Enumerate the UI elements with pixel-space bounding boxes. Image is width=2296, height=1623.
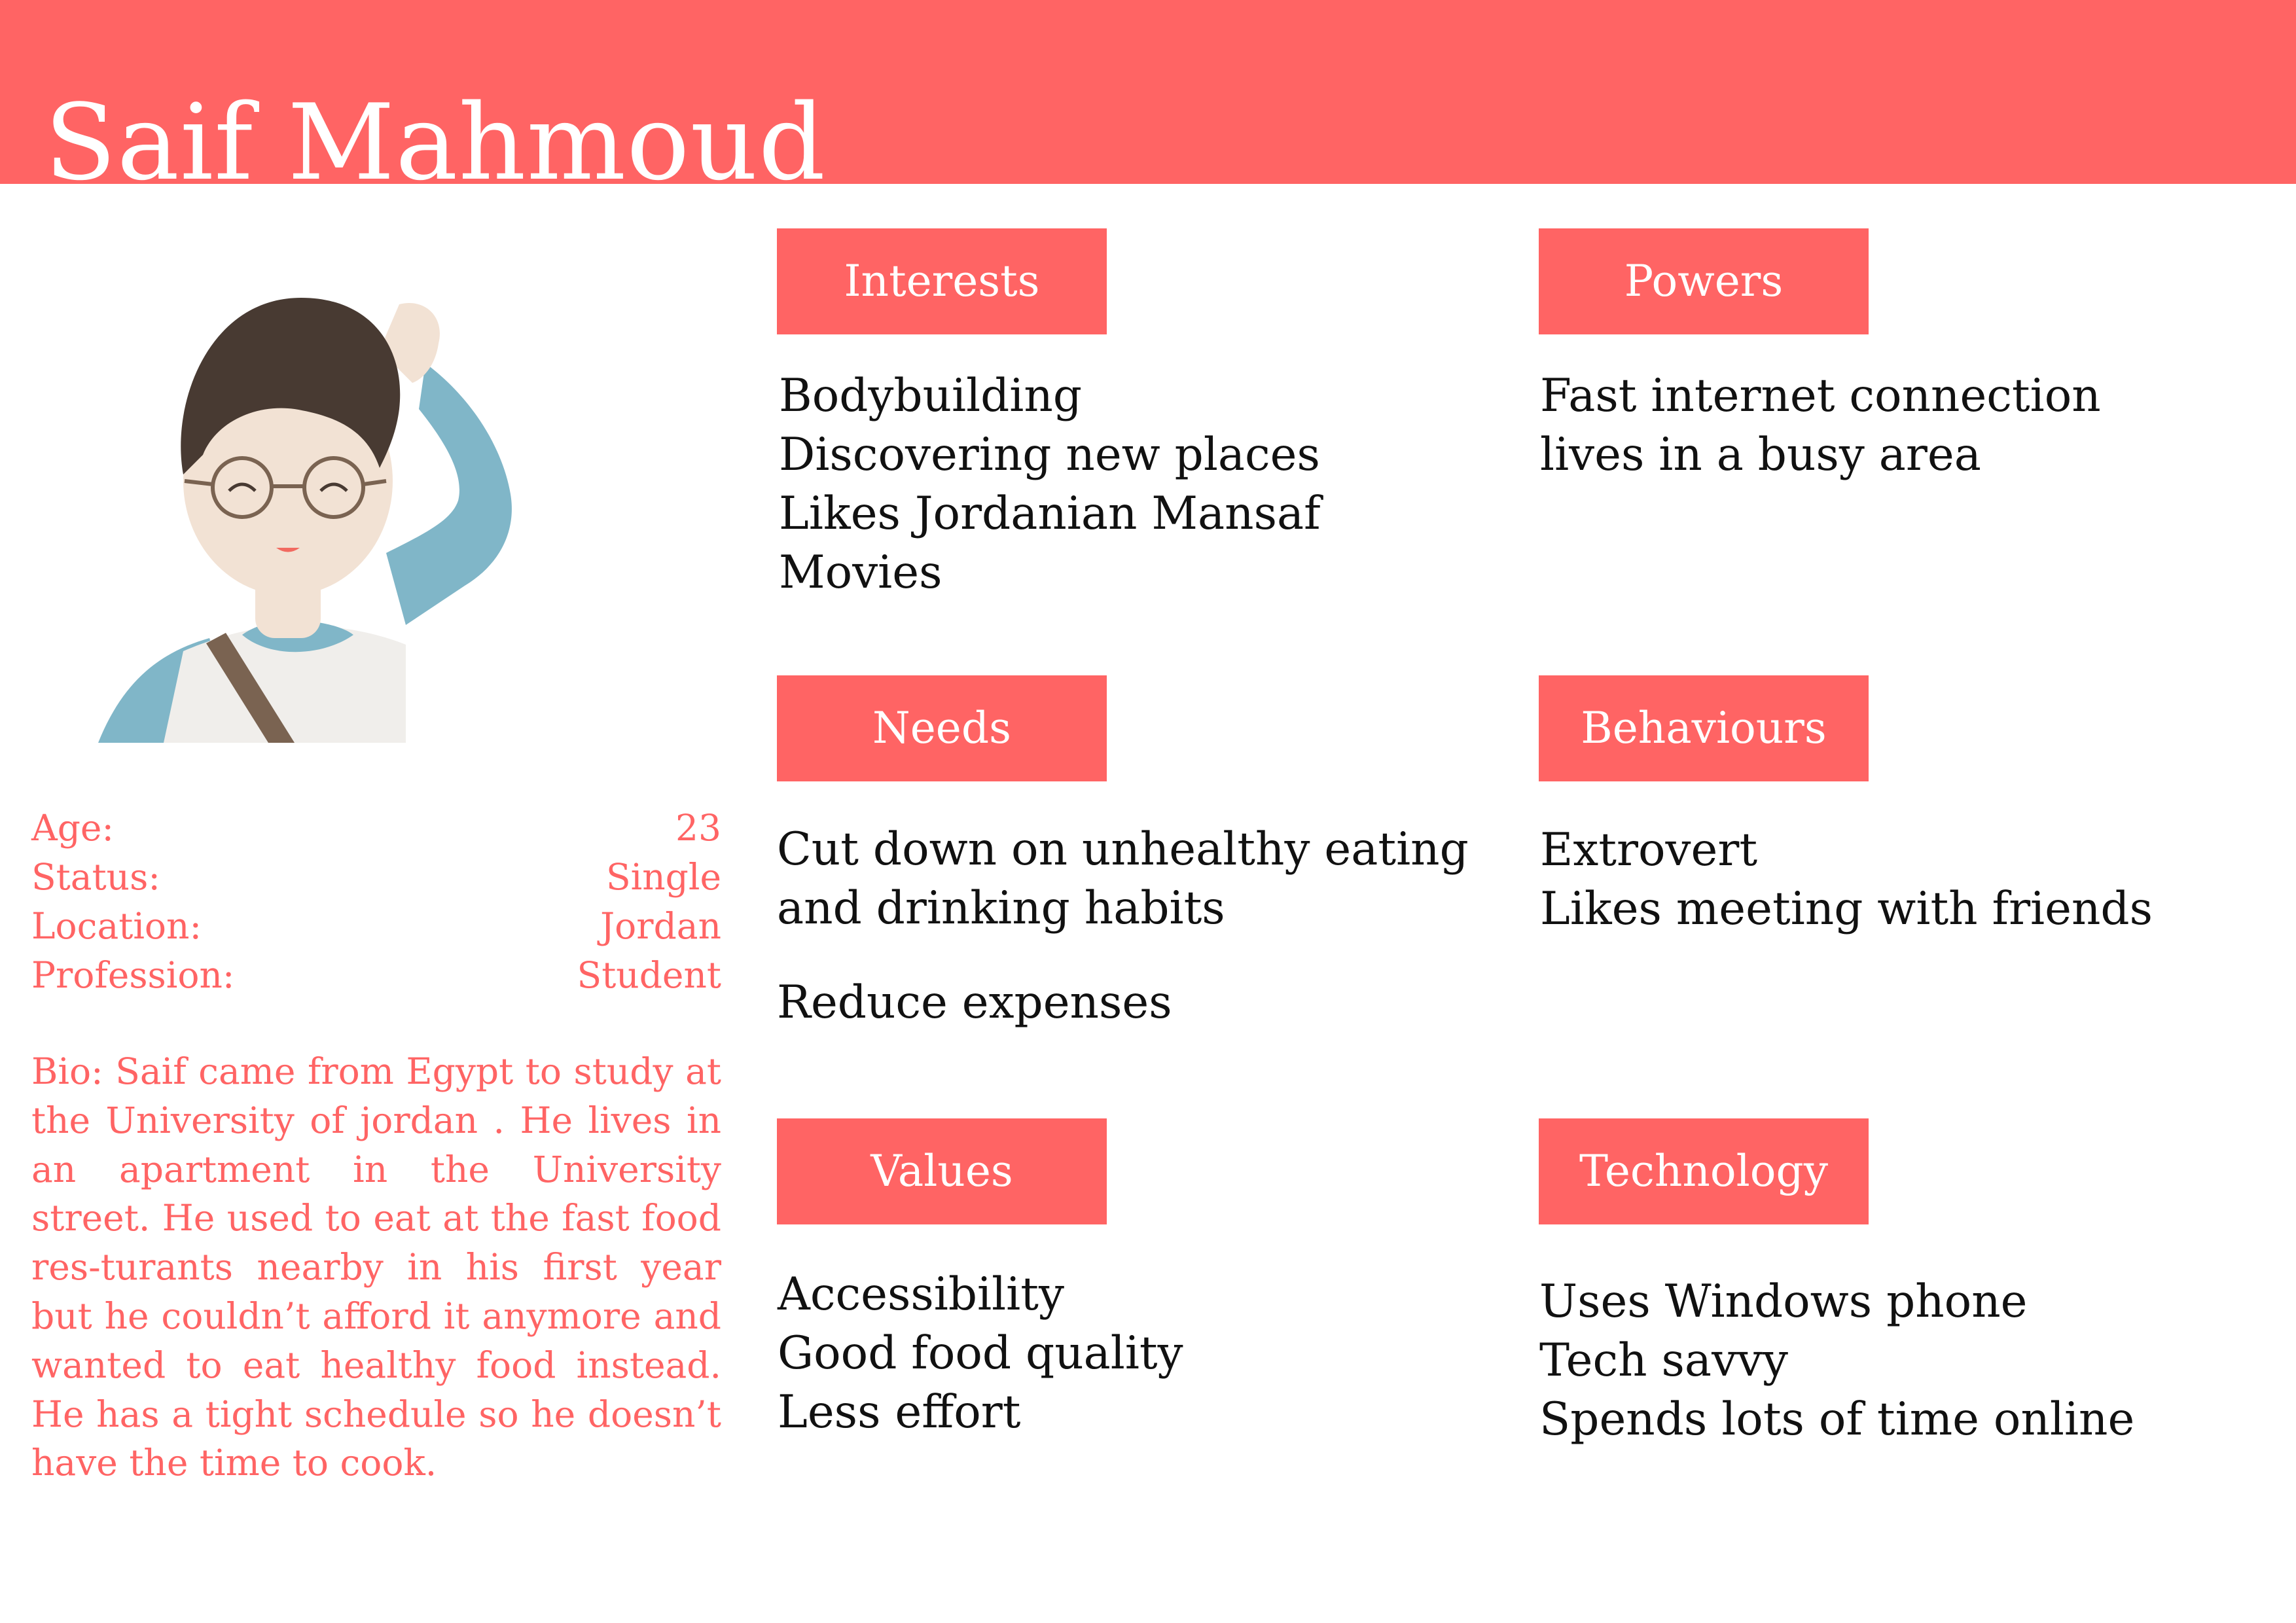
list-item: Good food quality — [778, 1327, 1183, 1380]
detail-label: Age: — [31, 807, 115, 849]
interests-list: Bodybuilding Discovering new places Like… — [779, 366, 1321, 602]
avatar-hair — [181, 298, 401, 474]
list-item: Accessibility — [778, 1268, 1064, 1321]
section-tag-behaviours: Behaviours — [1539, 675, 1869, 781]
list-item: Fast internet connection — [1540, 370, 2101, 422]
list-item: Likes Jordanian Mansaf — [779, 488, 1321, 540]
list-item: Tech savvy — [1539, 1334, 1789, 1387]
detail-label: Location: — [31, 905, 202, 947]
detail-row-location: Location: Jordan — [31, 902, 721, 951]
list-item: Reduce expenses — [777, 976, 1172, 1029]
list-item: lives in a busy area — [1540, 429, 1981, 481]
detail-row-age: Age: 23 — [31, 804, 721, 853]
avatar-eye-right — [319, 482, 348, 492]
list-item: Bodybuilding — [779, 370, 1082, 422]
list-item: and drinking habits — [777, 882, 1225, 935]
header-band: Saif Mahmoud — [0, 0, 2296, 184]
section-tag-interests: Interests — [777, 228, 1107, 334]
detail-row-profession: Profession: Student — [31, 951, 721, 1000]
list-item: Extrovert — [1540, 824, 1758, 876]
section-tag-technology: Technology — [1539, 1118, 1869, 1224]
list-item: Spends lots of time online — [1539, 1393, 2135, 1446]
needs-list: Cut down on unhealthy eating and drinkin… — [777, 820, 1469, 1032]
detail-row-status: Status: Single — [31, 853, 721, 902]
avatar-bag-strap — [206, 633, 295, 743]
avatar-mouth — [276, 548, 300, 552]
section-tag-needs: Needs — [777, 675, 1107, 781]
detail-value: Jordan — [600, 905, 721, 947]
avatar-face — [183, 366, 393, 596]
list-item: Likes meeting with friends — [1540, 883, 2153, 935]
persona-bio: Bio: Saif came from Egypt to study at th… — [31, 1050, 721, 1484]
list-item: Movies — [779, 546, 942, 599]
persona-details: Age: 23 Status: Single Location: Jordan … — [31, 804, 721, 1000]
persona-avatar — [98, 298, 512, 743]
values-list: Accessibility Good food quality Less eff… — [778, 1265, 1183, 1442]
list-item: Cut down on unhealthy eating — [777, 823, 1469, 876]
technology-list: Uses Windows phone Tech savvy Spends lot… — [1539, 1272, 2134, 1449]
behaviours-list: Extrovert Likes meeting with friends — [1540, 821, 2153, 938]
detail-value: Student — [577, 954, 721, 996]
detail-label: Profession: — [31, 954, 235, 996]
avatar-eye-left — [228, 482, 257, 492]
list-item: Discovering new places — [779, 429, 1320, 481]
section-tag-powers: Powers — [1539, 228, 1869, 334]
list-item: Less effort — [778, 1386, 1021, 1438]
detail-value: 23 — [675, 807, 721, 849]
avatar-arm — [386, 363, 512, 625]
detail-value: Single — [605, 856, 721, 898]
section-tag-values: Values — [777, 1118, 1107, 1224]
list-item: Uses Windows phone — [1539, 1275, 2028, 1328]
powers-list: Fast internet connection lives in a busy… — [1540, 366, 2101, 484]
detail-label: Status: — [31, 856, 160, 898]
persona-name: Saif Mahmoud — [45, 81, 827, 185]
